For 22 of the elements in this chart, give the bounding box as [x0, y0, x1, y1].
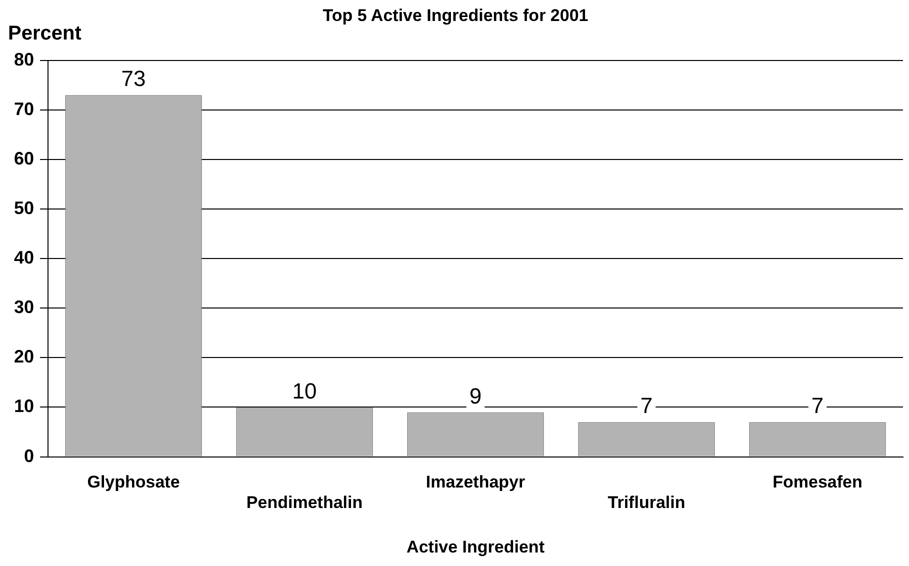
y-tick-label: 20	[14, 346, 34, 367]
data-label: 7	[811, 393, 824, 418]
data-label: 7	[640, 393, 653, 418]
y-tick-label: 80	[14, 49, 34, 70]
y-axis-title: Percent	[8, 22, 82, 45]
x-tick-label: Fomesafen	[772, 472, 862, 492]
x-axis-title: Active Ingredient	[406, 537, 545, 556]
x-tick-label: Trifluralin	[608, 493, 686, 512]
y-tick-label: 10	[14, 396, 34, 416]
x-tick-label: Imazethapyr	[426, 472, 526, 492]
x-tick-label: Glyphosate	[87, 472, 180, 492]
y-tick-label: 0	[24, 446, 34, 466]
data-label: 10	[292, 378, 317, 404]
y-tick-label: 50	[14, 198, 34, 218]
y-tick-label: 70	[14, 98, 34, 119]
y-tick-label: 60	[14, 148, 34, 168]
x-tick-label: Pendimethalin	[246, 493, 363, 512]
y-tick-label: 30	[14, 297, 34, 318]
data-label: 9	[469, 383, 482, 408]
y-tick-label: 40	[14, 248, 34, 268]
chart-title: Top 5 Active Ingredients for 2001	[322, 6, 588, 25]
data-label: 73	[121, 66, 146, 92]
